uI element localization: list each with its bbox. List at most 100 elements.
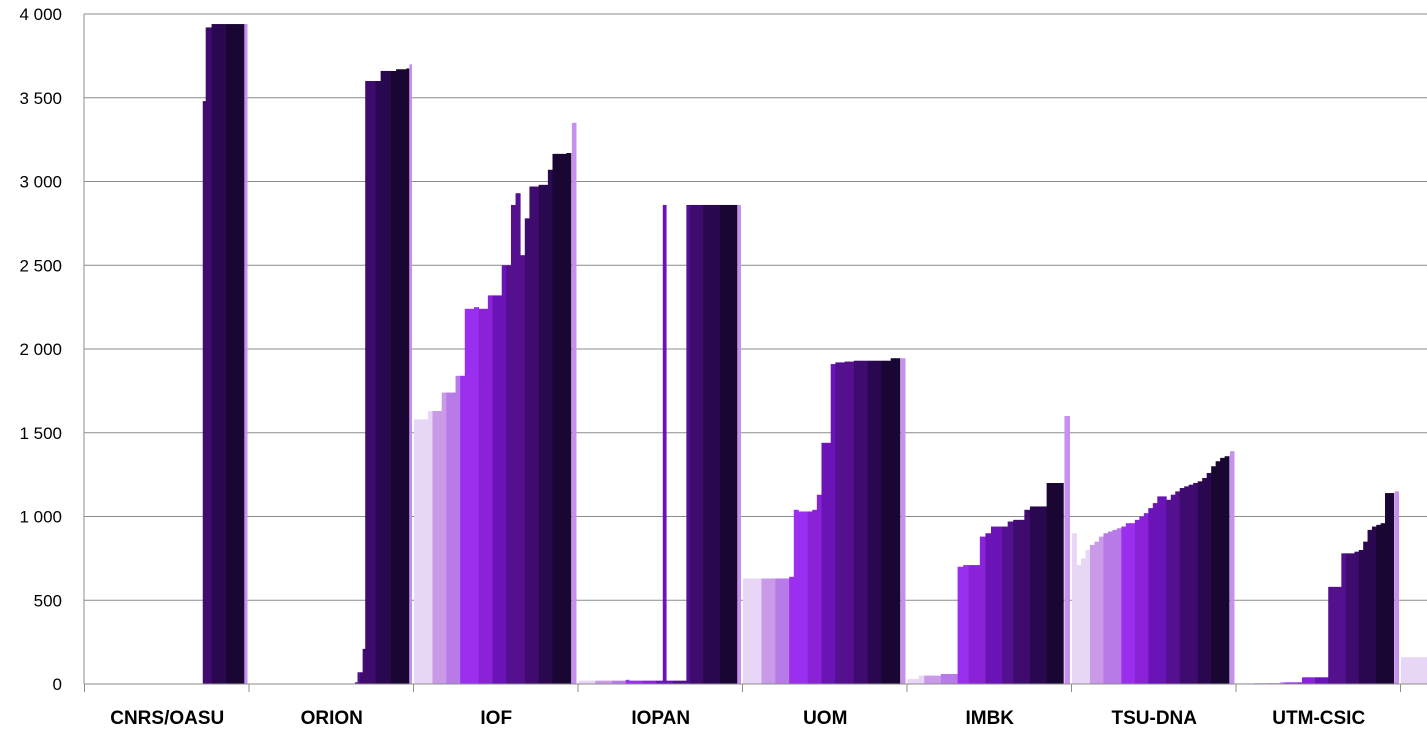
bar <box>957 566 964 684</box>
bar <box>720 204 724 684</box>
bar <box>659 680 664 684</box>
bar <box>581 680 586 684</box>
bar <box>1341 553 1347 684</box>
bar <box>566 153 572 684</box>
bar <box>357 672 361 684</box>
bar <box>362 648 366 684</box>
bar <box>924 675 931 684</box>
x-tick-label: IOF <box>480 708 512 729</box>
bar <box>235 24 239 685</box>
bar <box>474 307 480 684</box>
bar <box>699 204 704 684</box>
bar <box>1336 586 1342 684</box>
bar <box>506 265 512 684</box>
bar <box>907 678 914 684</box>
bar <box>1306 677 1312 684</box>
bar <box>946 673 953 684</box>
bar <box>557 153 563 685</box>
bar <box>1293 682 1299 684</box>
y-tick-label: 1 500 <box>19 424 62 443</box>
bar <box>747 578 753 684</box>
bar <box>571 122 577 684</box>
bar <box>608 680 613 684</box>
bar <box>543 184 549 684</box>
bar <box>1007 521 1014 684</box>
bar <box>1323 677 1329 684</box>
bar <box>1179 488 1185 684</box>
bar <box>1350 553 1355 684</box>
bar <box>849 361 855 684</box>
bar <box>1188 484 1194 684</box>
bar <box>208 27 212 684</box>
bar <box>401 69 405 684</box>
bar <box>1345 553 1351 684</box>
bar <box>1288 682 1294 684</box>
bar <box>1148 508 1154 684</box>
bar <box>446 392 452 684</box>
bar <box>968 565 975 684</box>
bar <box>220 24 224 685</box>
bar <box>618 680 623 684</box>
bar <box>241 24 245 685</box>
bar <box>1161 496 1167 684</box>
bar <box>1112 529 1118 684</box>
bar <box>1116 528 1122 684</box>
y-tick-label: 500 <box>34 591 62 610</box>
x-tick-label: UTM-CSIC <box>1272 708 1365 729</box>
bar <box>821 442 827 684</box>
bar <box>524 218 530 684</box>
bar <box>217 24 221 685</box>
bar <box>238 24 242 685</box>
bar <box>360 672 364 684</box>
bar <box>1328 586 1334 684</box>
bar <box>662 204 667 684</box>
bar <box>635 680 640 684</box>
bar <box>770 578 776 684</box>
bar <box>1094 541 1100 684</box>
bar <box>1134 519 1140 684</box>
bar <box>625 679 630 684</box>
bar <box>1358 550 1364 684</box>
axes <box>83 14 1427 692</box>
bar <box>779 578 785 684</box>
bar <box>1080 558 1086 684</box>
bar <box>1143 513 1149 684</box>
bar <box>1121 526 1127 684</box>
bar <box>1166 499 1172 684</box>
bar <box>756 578 762 684</box>
bar <box>679 680 684 684</box>
bar <box>214 24 218 685</box>
bar <box>423 419 429 684</box>
bar <box>378 81 382 684</box>
bar <box>858 360 864 684</box>
bar <box>510 204 516 684</box>
bar <box>1230 451 1235 684</box>
bar <box>529 186 535 684</box>
y-tick-label: 3 500 <box>19 89 62 108</box>
bar <box>418 419 424 684</box>
bar <box>743 578 749 684</box>
bar <box>1354 551 1360 684</box>
bar <box>979 536 986 684</box>
bar <box>1376 524 1382 684</box>
bar <box>547 169 553 684</box>
bar <box>1284 682 1290 684</box>
bar <box>709 204 714 684</box>
bar <box>538 184 544 684</box>
bar <box>900 358 906 684</box>
bar <box>656 680 660 684</box>
bar <box>652 680 657 684</box>
bars <box>202 24 1427 685</box>
bar <box>793 509 799 684</box>
bar <box>1024 509 1031 684</box>
bar <box>615 680 620 684</box>
bar <box>605 680 610 684</box>
bar <box>669 680 674 684</box>
bar <box>450 392 456 684</box>
bar <box>839 362 845 684</box>
bar <box>455 375 461 684</box>
bar <box>689 204 694 684</box>
bar <box>835 362 841 684</box>
bar <box>1130 523 1136 684</box>
